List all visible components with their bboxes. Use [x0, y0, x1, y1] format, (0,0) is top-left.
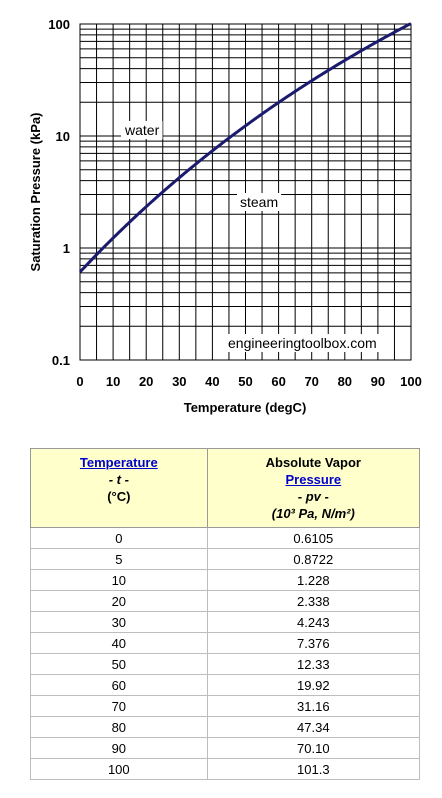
temperature-column-header: Temperature - t - (°C) [30, 448, 208, 528]
pressure-cell: 101.3 [206, 758, 421, 780]
x-tick-label: 100 [400, 374, 422, 389]
temperature-unit: (°C) [107, 489, 131, 504]
table-row: 0 0.6105 [30, 527, 421, 549]
table-row: 10 1.228 [30, 569, 421, 591]
pressure-unit: (10³ Pa, N/m²) [271, 506, 355, 521]
x-tick-label: 60 [271, 374, 285, 389]
pressure-cell: 4.243 [206, 611, 421, 633]
temperature-cell: 30 [30, 611, 208, 633]
annotation-steam: steam [240, 194, 278, 210]
temperature-cell: 20 [30, 590, 208, 612]
pressure-link[interactable]: Pressure [285, 472, 342, 487]
temperature-cell: 40 [30, 632, 208, 654]
pressure-cell: 0.8722 [206, 548, 421, 570]
table-row: 20 2.338 [30, 590, 421, 612]
y-tick-label: 1 [63, 241, 70, 256]
table-row: 60 19.92 [30, 674, 421, 696]
temperature-link[interactable]: Temperature [79, 455, 158, 470]
temperature-cell: 100 [30, 758, 208, 780]
table-body: 0 0.6105 5 0.8722 10 1.228 20 2.338 30 4.243 40 7.3… [30, 527, 421, 780]
annotation-watermark: engineeringtoolbox.com [228, 335, 377, 351]
pressure-cell: 1.228 [206, 569, 421, 591]
table-row: 80 47.34 [30, 716, 421, 738]
y-tick-label: 10 [56, 129, 70, 144]
temperature-cell: 90 [30, 737, 208, 759]
annotation-background [225, 334, 380, 352]
temperature-cell: 60 [30, 674, 208, 696]
x-tick-label: 80 [338, 374, 352, 389]
temperature-cell: 70 [30, 695, 208, 717]
temperature-symbol: - t - [108, 472, 129, 487]
table-row: 40 7.376 [30, 632, 421, 654]
pressure-cell: 47.34 [206, 716, 421, 738]
plot-border [79, 23, 412, 361]
series-layer [78, 22, 412, 274]
pressure-cell: 19.92 [206, 674, 421, 696]
x-tick-label: 40 [205, 374, 219, 389]
pressure-cell: 12.33 [206, 653, 421, 675]
temperature-cell: 5 [30, 548, 208, 570]
pressure-column-header: Absolute Vapor Pressure - pv - (10³ Pa, … [206, 448, 421, 528]
y-tick-labels: 0.1 1 10 100 [48, 17, 70, 368]
table-header-row: Temperature - t - (°C) Absolute Vapor Pr… [30, 448, 421, 528]
table-row: 50 12.33 [30, 653, 421, 675]
temperature-cell: 0 [30, 527, 208, 549]
table-row: 100 101.3 [30, 758, 421, 780]
pressure-cell: 70.10 [206, 737, 421, 759]
vapor-pressure-chart: 0 10 20 30 40 50 60 70 80 90 100 0.1 1 10 100 water s… [28, 17, 422, 415]
pressure-cell: 0.6105 [206, 527, 421, 549]
x-tick-labels: 0 10 20 30 40 50 60 70 80 90 100 [76, 374, 421, 389]
annotation-water: water [124, 122, 160, 138]
plot-frame [79, 23, 412, 361]
x-tick-label: 70 [304, 374, 318, 389]
x-tick-label: 90 [371, 374, 385, 389]
annotation-background [121, 121, 163, 139]
y-axis-label: Saturation Pressure (kPa) [28, 113, 43, 272]
x-tick-label: 10 [106, 374, 120, 389]
pressure-symbol: - pv - [297, 489, 329, 504]
table-row: 30 4.243 [30, 611, 421, 633]
temperature-cell: 10 [30, 569, 208, 591]
pressure-cell: 2.338 [206, 590, 421, 612]
x-tick-label: 20 [139, 374, 153, 389]
x-tick-label: 50 [238, 374, 252, 389]
pressure-cell: 31.16 [206, 695, 421, 717]
annotation-background [237, 193, 282, 211]
temperature-cell: 80 [30, 716, 208, 738]
x-tick-label: 0 [76, 374, 83, 389]
pressure-title: Absolute Vapor [265, 455, 361, 470]
table-row: 90 70.10 [30, 737, 421, 759]
y-tick-label: 100 [48, 17, 70, 32]
vapor-pressure-table: Temperature - t - (°C) Absolute Vapor Pr… [30, 448, 421, 780]
x-tick-label: 30 [172, 374, 186, 389]
pressure-cell: 7.376 [206, 632, 421, 654]
table-row: 70 31.16 [30, 695, 421, 717]
temperature-cell: 50 [30, 653, 208, 675]
y-tick-label: 0.1 [52, 353, 70, 368]
table-row: 5 0.8722 [30, 548, 421, 570]
chart-grid [79, 23, 412, 361]
vapor-pressure-line [78, 22, 412, 274]
x-axis-label: Temperature (degC) [184, 400, 307, 415]
